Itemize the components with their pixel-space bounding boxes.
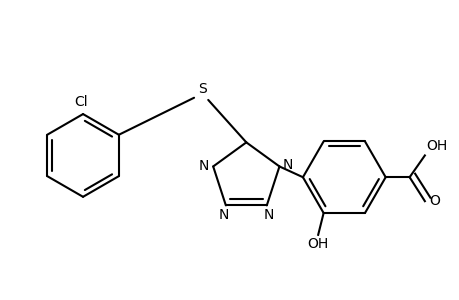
Text: N: N — [263, 208, 274, 222]
Text: O: O — [428, 194, 439, 208]
Text: OH: OH — [307, 237, 328, 251]
Text: Cl: Cl — [74, 94, 88, 109]
Text: OH: OH — [425, 139, 446, 153]
Text: S: S — [198, 82, 207, 96]
Text: N: N — [282, 158, 292, 172]
Text: N: N — [218, 208, 229, 222]
Text: N: N — [198, 160, 208, 173]
